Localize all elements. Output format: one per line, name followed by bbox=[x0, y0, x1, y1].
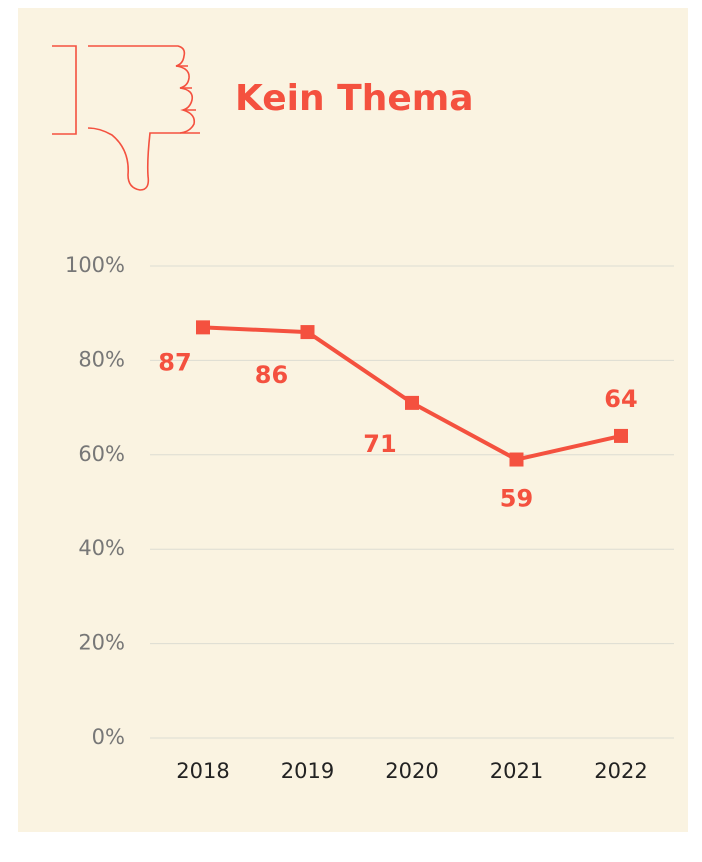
marker bbox=[300, 325, 315, 340]
data-label: 59 bbox=[500, 485, 533, 513]
x-tick-label: 2018 bbox=[176, 759, 229, 783]
x-tick-label: 2022 bbox=[594, 759, 647, 783]
y-tick-label: 80% bbox=[78, 347, 125, 371]
data-label: 87 bbox=[158, 348, 191, 376]
y-tick-label: 60% bbox=[78, 442, 125, 466]
chart-title: Kein Thema bbox=[235, 78, 474, 119]
y-tick-label: 40% bbox=[78, 536, 125, 560]
data-label: 64 bbox=[604, 385, 637, 413]
x-tick-label: 2020 bbox=[385, 759, 438, 783]
data-label: 86 bbox=[255, 361, 288, 389]
data-label: 71 bbox=[363, 430, 396, 458]
x-tick-label: 2019 bbox=[281, 759, 334, 783]
x-tick-label: 2021 bbox=[490, 759, 543, 783]
marker bbox=[405, 395, 419, 410]
marker bbox=[196, 320, 210, 335]
thumbs-down-icon bbox=[52, 45, 200, 191]
marker bbox=[614, 428, 628, 443]
panel bbox=[18, 8, 688, 832]
y-tick-label: 100% bbox=[65, 253, 125, 277]
y-tick-label: 20% bbox=[78, 631, 125, 655]
y-tick-label: 0% bbox=[92, 725, 125, 749]
marker bbox=[509, 452, 524, 467]
